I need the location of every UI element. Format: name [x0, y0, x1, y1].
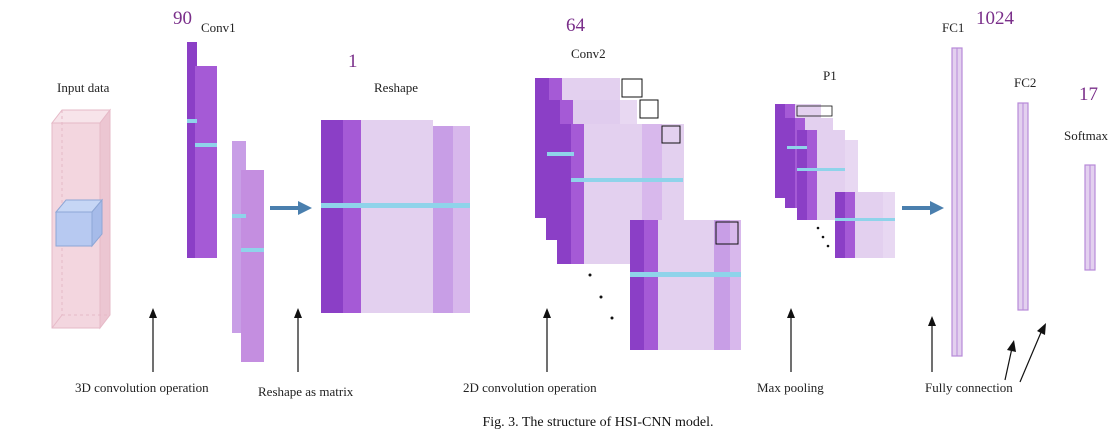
softmax-count: 17	[1079, 84, 1098, 105]
reshape-label: Reshape	[374, 80, 418, 95]
conv1-feature-maps	[187, 42, 264, 362]
op-2d-convolution: 2D convolution operation	[463, 380, 597, 395]
fc1-count: 1024	[976, 8, 1015, 29]
conv1-label: Conv1	[201, 20, 236, 35]
conv1-count: 90	[173, 8, 192, 29]
conv2-label: Conv2	[571, 46, 606, 61]
p1-label: P1	[823, 68, 837, 83]
input-data-label: Input data	[57, 80, 110, 95]
figure-caption: Fig. 3. The structure of HSI-CNN model.	[482, 415, 713, 430]
arrow-2	[902, 201, 944, 215]
softmax-label: Softmax	[1064, 128, 1109, 143]
reshape-count: 1	[348, 51, 358, 72]
p1-pooled-maps	[775, 104, 895, 258]
op-fully-connection: Fully connection	[925, 380, 1013, 395]
op-max-pooling: Max pooling	[757, 380, 824, 395]
operation-arrows	[149, 308, 1046, 383]
input-data-cube	[50, 108, 112, 330]
fc-layers	[951, 47, 1096, 357]
op-reshape: Reshape as matrix	[258, 384, 354, 399]
fc2-label: FC2	[1014, 75, 1036, 90]
conv2-count: 64	[566, 15, 586, 36]
conv2-feature-maps	[535, 78, 741, 350]
fc1-label: FC1	[942, 20, 964, 35]
reshape-matrix	[321, 120, 470, 313]
op-3d-convolution: 3D convolution operation	[75, 380, 209, 395]
arrow-1	[270, 201, 312, 215]
